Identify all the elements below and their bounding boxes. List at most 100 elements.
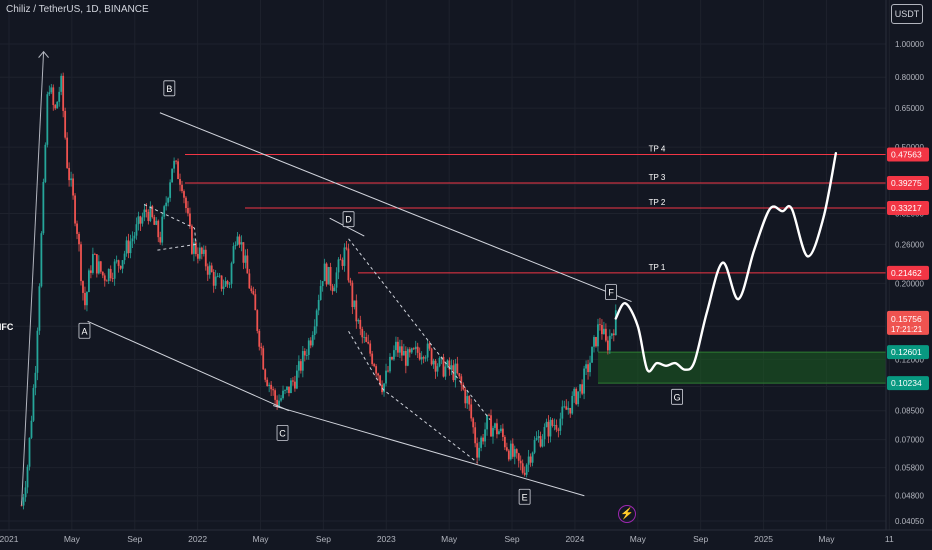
candle-body	[66, 137, 69, 168]
candle-body	[604, 328, 607, 341]
candle-body	[62, 75, 65, 111]
candle-body	[254, 294, 257, 311]
candle-body	[569, 407, 572, 414]
candle-body	[127, 240, 130, 254]
candle-body	[30, 420, 33, 438]
candle-body	[84, 292, 86, 306]
candle-body	[181, 184, 183, 192]
candle-body	[191, 225, 193, 254]
target-price-tag: 0.33217	[891, 203, 922, 213]
candle-body	[153, 217, 156, 225]
candle-body	[404, 350, 407, 366]
candle-body	[541, 439, 544, 447]
candle-body	[91, 254, 94, 273]
candle-body	[581, 384, 584, 394]
candle-body	[398, 346, 401, 353]
time-tick-label: 2024	[565, 534, 584, 544]
candle-body	[297, 361, 300, 371]
candle-body	[309, 340, 312, 346]
wave-label: C	[279, 428, 286, 438]
candle-body	[26, 466, 29, 488]
candle-body	[511, 443, 514, 457]
candle-body	[317, 299, 320, 311]
candle-body	[143, 209, 146, 218]
candle-body	[171, 168, 174, 183]
trendline	[272, 405, 585, 497]
dashed-channel	[348, 238, 491, 421]
candle-body	[323, 263, 326, 282]
candle-body	[492, 427, 494, 437]
candle-body	[276, 399, 278, 407]
time-tick-label: May	[630, 534, 647, 544]
target-levels: TP 4 TP 3 TP 2 TP 1	[185, 145, 886, 274]
candle-body	[391, 356, 393, 360]
candle-body	[472, 418, 475, 428]
candle-body	[307, 340, 310, 355]
candle-body	[187, 208, 189, 214]
candle-body	[482, 437, 484, 442]
candle-body	[282, 390, 284, 399]
candle-body	[230, 263, 233, 284]
target-price-tag: 0.39275	[891, 178, 922, 188]
candle-body	[599, 324, 601, 326]
candle-body	[486, 414, 488, 430]
candle-body	[228, 283, 231, 285]
candle-body	[155, 220, 158, 225]
candle-body	[157, 220, 160, 238]
ifc-line	[21, 51, 45, 506]
candle-body	[248, 273, 251, 289]
time-axis: 2021 May Sep 2022 May Sep 2023 May Sep 2024 May Sep…	[0, 529, 932, 544]
target-price-tag-bg	[887, 147, 929, 162]
candle-body	[589, 362, 591, 373]
candle-body	[121, 260, 124, 269]
candle-body	[428, 343, 431, 349]
candle-body	[78, 233, 80, 245]
candle-body	[208, 265, 211, 275]
price-tick-label: 0.04050	[895, 517, 924, 526]
price-tick-label: 1.00000	[895, 40, 924, 49]
candle-body	[573, 388, 576, 396]
candle-body	[353, 300, 356, 308]
candle-body	[595, 337, 597, 347]
wave-label: B	[166, 84, 172, 94]
candle-body	[32, 387, 35, 421]
candle-body	[262, 348, 265, 370]
projection-path	[614, 151, 838, 373]
candle-body	[64, 110, 67, 138]
candle-body	[412, 348, 415, 350]
ifc-arrow-icon	[38, 50, 49, 58]
candle-body	[331, 285, 334, 292]
candle-body	[505, 447, 508, 451]
lightning-icon[interactable]: ⚡	[618, 505, 636, 523]
wave-label-box	[671, 388, 683, 405]
candle-body	[220, 275, 223, 289]
candle-body	[46, 94, 49, 145]
candle-body	[480, 437, 483, 448]
candle-body	[40, 233, 43, 287]
candle-body	[361, 328, 364, 338]
candle-body	[515, 449, 518, 454]
candle-body	[292, 380, 294, 382]
candle-body	[529, 456, 532, 463]
candle-body	[250, 288, 253, 292]
time-tick-label: May	[818, 534, 835, 544]
trendline	[159, 112, 632, 303]
candle-body	[357, 319, 360, 322]
candle-body	[266, 379, 269, 386]
candle-body	[173, 160, 175, 169]
candle-body	[252, 291, 255, 295]
candle-body	[517, 453, 520, 461]
candle-body	[490, 415, 492, 437]
candle-body	[192, 242, 195, 254]
candle-body	[341, 259, 344, 266]
candle-body	[402, 350, 405, 356]
candle-body	[149, 206, 152, 221]
candle-body	[222, 286, 225, 289]
candle-body	[614, 310, 617, 336]
candle-body	[202, 249, 205, 254]
candle-body	[303, 351, 306, 356]
wave-label-box	[276, 424, 289, 441]
currency-button[interactable]: USDT	[891, 4, 923, 24]
candle-body	[410, 348, 413, 353]
